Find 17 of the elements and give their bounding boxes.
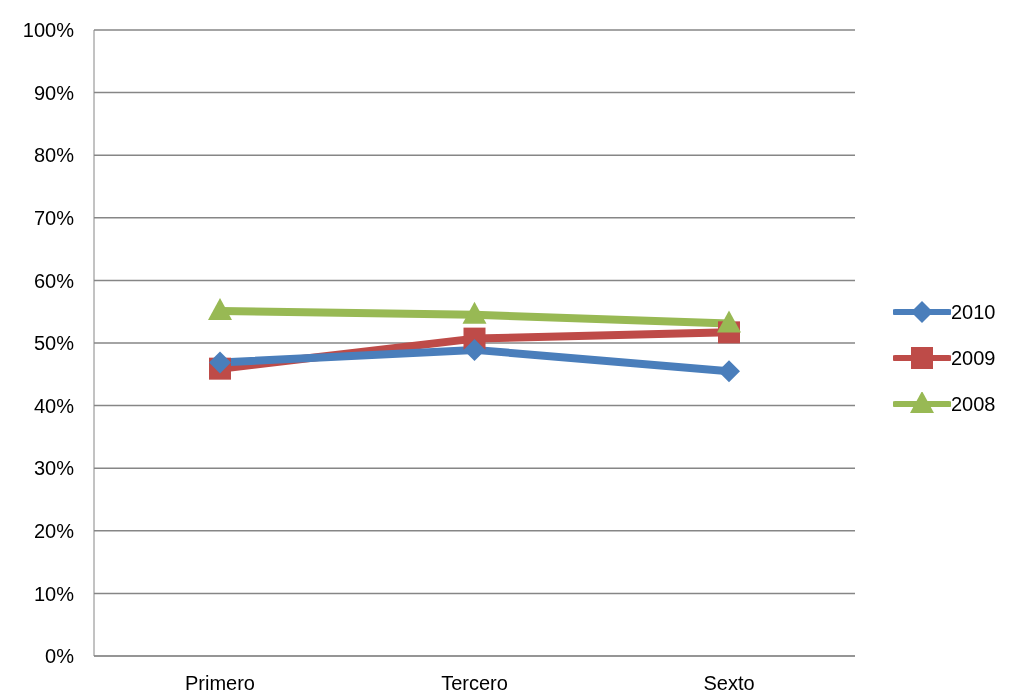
y-tick-label: 80%	[33, 144, 75, 167]
y-tick-label: 30%	[33, 457, 75, 480]
y-tick-label: 10%	[33, 582, 75, 605]
y-tick-label: 50%	[33, 332, 75, 355]
y-tick-label: 0%	[45, 645, 75, 668]
y-tick-label: 90%	[33, 81, 75, 104]
legend-label: 2009	[951, 346, 996, 370]
y-tick-label: 70%	[33, 206, 75, 229]
legend-label: 2010	[951, 300, 996, 324]
x-tick-label: Tercero	[441, 672, 508, 695]
y-tick-label: 40%	[33, 394, 75, 417]
x-tick-label: Sexto	[703, 672, 755, 695]
y-tick-label: 60%	[33, 269, 75, 292]
y-tick-label: 20%	[33, 519, 75, 542]
y-tick-label: 100%	[22, 19, 75, 42]
legend-label: 2008	[951, 392, 996, 416]
x-tick-label: Primero	[184, 672, 256, 695]
